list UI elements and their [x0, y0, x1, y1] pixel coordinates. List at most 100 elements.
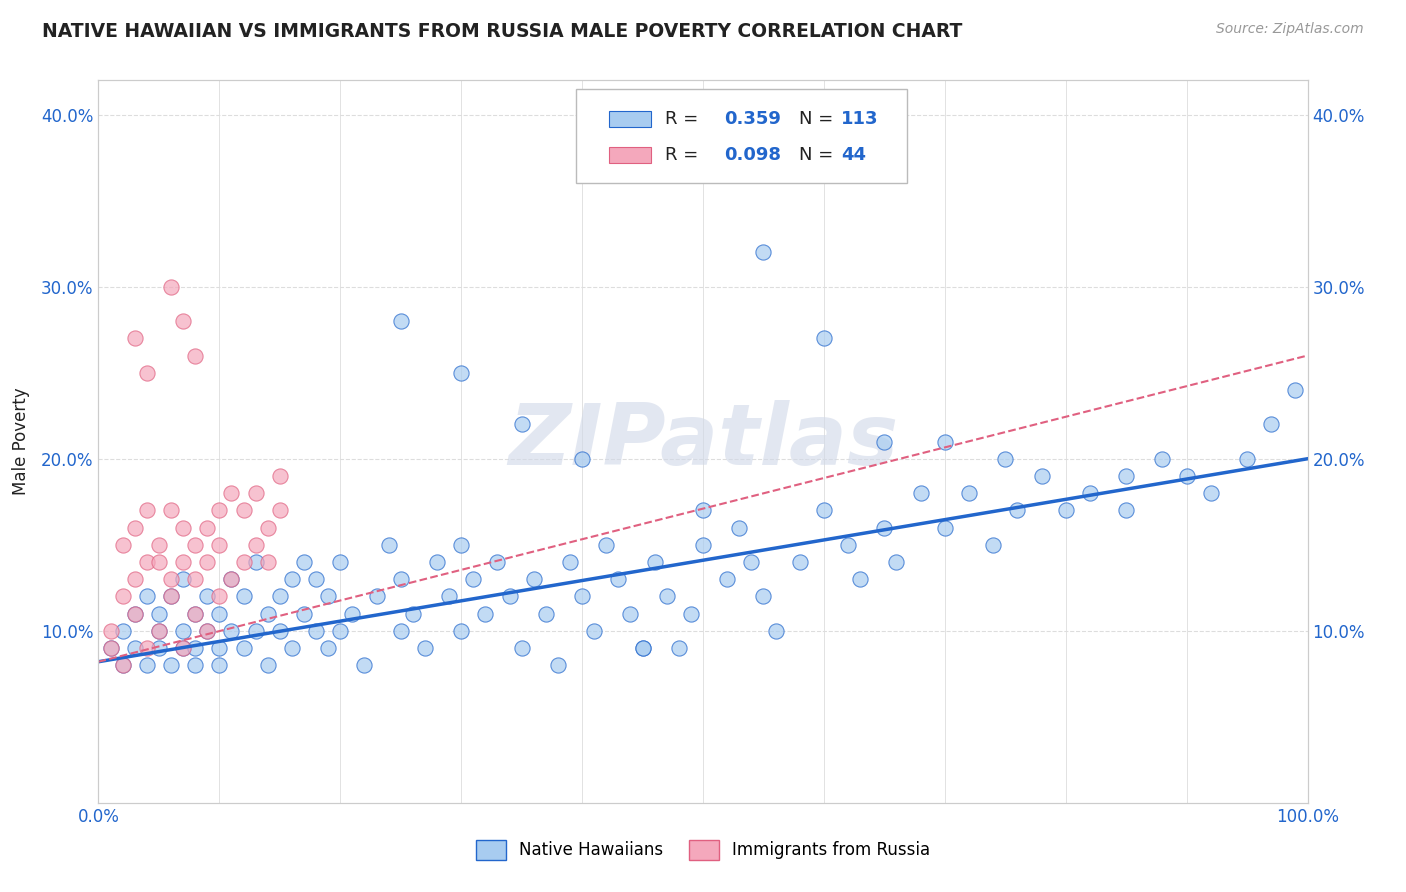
Point — [245, 555, 267, 569]
Point — [172, 572, 194, 586]
Point — [1115, 503, 1137, 517]
Point — [547, 658, 569, 673]
Point — [934, 520, 956, 534]
Point — [221, 572, 243, 586]
Point — [184, 607, 207, 621]
Point — [269, 590, 291, 604]
Point — [195, 624, 218, 638]
Point — [232, 555, 254, 569]
Point — [124, 640, 146, 655]
Point — [208, 538, 231, 552]
Point — [111, 658, 134, 673]
Point — [195, 590, 218, 604]
Point — [256, 658, 278, 673]
Point — [740, 555, 762, 569]
Point — [172, 314, 194, 328]
Point — [389, 624, 412, 638]
Point — [111, 624, 134, 638]
Point — [752, 590, 775, 604]
Point — [1236, 451, 1258, 466]
Text: N =: N = — [799, 110, 838, 128]
Point — [160, 503, 183, 517]
Text: NATIVE HAWAIIAN VS IMMIGRANTS FROM RUSSIA MALE POVERTY CORRELATION CHART: NATIVE HAWAIIAN VS IMMIGRANTS FROM RUSSI… — [42, 22, 963, 41]
Point — [644, 555, 666, 569]
Point — [558, 555, 581, 569]
Point — [232, 503, 254, 517]
Point — [281, 572, 304, 586]
Point — [1260, 417, 1282, 432]
Point — [450, 366, 472, 380]
Point — [184, 607, 207, 621]
Point — [124, 572, 146, 586]
Point — [111, 658, 134, 673]
Point — [389, 314, 412, 328]
Text: 44: 44 — [841, 145, 866, 163]
Point — [184, 658, 207, 673]
Point — [160, 572, 183, 586]
Text: N =: N = — [799, 145, 838, 163]
Point — [305, 572, 328, 586]
Point — [305, 624, 328, 638]
Point — [631, 640, 654, 655]
Point — [184, 538, 207, 552]
Point — [111, 538, 134, 552]
Point — [269, 469, 291, 483]
Point — [426, 555, 449, 569]
Point — [837, 538, 859, 552]
Point — [498, 590, 520, 604]
Point — [316, 590, 339, 604]
Text: 0.098: 0.098 — [724, 145, 782, 163]
Point — [245, 538, 267, 552]
Point — [934, 434, 956, 449]
Point — [716, 572, 738, 586]
Point — [135, 555, 157, 569]
Point — [1007, 503, 1029, 517]
Point — [329, 555, 352, 569]
Point — [583, 624, 606, 638]
Point — [765, 624, 787, 638]
Point — [994, 451, 1017, 466]
Point — [208, 503, 231, 517]
Point — [135, 640, 157, 655]
Point — [124, 607, 146, 621]
Point — [292, 607, 315, 621]
Text: R =: R = — [665, 145, 704, 163]
Point — [208, 658, 231, 673]
Point — [1175, 469, 1198, 483]
Point — [329, 624, 352, 638]
Point — [256, 520, 278, 534]
Point — [728, 520, 751, 534]
Point — [100, 640, 122, 655]
Point — [910, 486, 932, 500]
Point — [184, 572, 207, 586]
Point — [571, 451, 593, 466]
Point — [148, 640, 170, 655]
Point — [1199, 486, 1222, 500]
Point — [486, 555, 509, 569]
Point — [1054, 503, 1077, 517]
Point — [292, 555, 315, 569]
Point — [366, 590, 388, 604]
Point — [184, 349, 207, 363]
Point — [195, 624, 218, 638]
Point — [100, 640, 122, 655]
Point — [148, 624, 170, 638]
Point — [752, 245, 775, 260]
Point — [135, 590, 157, 604]
Point — [1284, 383, 1306, 397]
Point — [679, 607, 702, 621]
Point — [221, 624, 243, 638]
Y-axis label: Male Poverty: Male Poverty — [11, 388, 30, 495]
Point — [631, 640, 654, 655]
Point — [523, 572, 546, 586]
Text: R =: R = — [665, 110, 704, 128]
Point — [873, 520, 896, 534]
Point — [534, 607, 557, 621]
Point — [100, 624, 122, 638]
Point — [124, 520, 146, 534]
Point — [160, 590, 183, 604]
Point — [245, 486, 267, 500]
Point — [655, 590, 678, 604]
Point — [402, 607, 425, 621]
Point — [1115, 469, 1137, 483]
